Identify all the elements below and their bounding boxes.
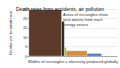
svg-text:0: 0	[25, 54, 28, 59]
svg-text:10: 10	[23, 35, 28, 40]
svg-text:Death rates from accidents, ai: Death rates from accidents, air pollutio…	[16, 6, 104, 12]
svg-text:20: 20	[23, 16, 28, 21]
svg-text:Deaths per terawatt-hour: Deaths per terawatt-hour	[8, 10, 13, 55]
svg-text:Areas of rectangles show: Areas of rectangles show	[63, 12, 109, 17]
svg-text:5: 5	[25, 44, 28, 49]
svg-text:Widths of rectangles = electri: Widths of rectangles = electricity produ…	[28, 59, 118, 64]
svg-text:energy source: energy source	[63, 22, 89, 27]
svg-text:15: 15	[23, 25, 28, 30]
svg-text:total deaths from each: total deaths from each	[63, 17, 104, 22]
